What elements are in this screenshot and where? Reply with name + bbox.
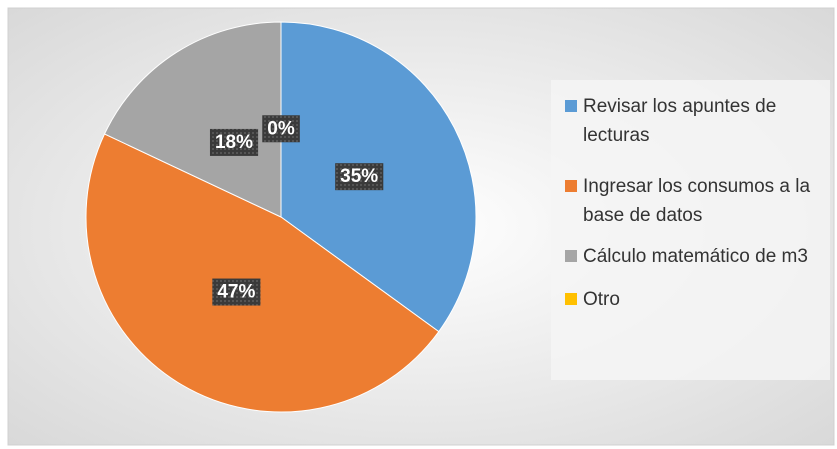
data-label-group: 35%	[335, 163, 384, 191]
data-label-box	[212, 278, 261, 306]
data-label-group: 18%	[209, 128, 259, 156]
legend-label: Otro	[583, 289, 620, 310]
data-label-box	[335, 163, 384, 191]
data-label: 0%	[267, 118, 295, 139]
data-label-box	[262, 115, 300, 143]
data-label-box	[209, 128, 259, 156]
pie-slice	[103, 21, 282, 218]
legend-swatch	[565, 293, 577, 305]
legend-entry: Ingresar los consumos a la base de datos	[565, 172, 820, 230]
data-label-group: 0%	[262, 115, 300, 143]
data-label-group: 47%	[212, 278, 261, 306]
data-label: 18%	[215, 132, 253, 153]
data-label: 47%	[217, 282, 255, 303]
legend-entry: Otro	[565, 285, 820, 314]
legend-entry: Revisar los apuntes de lecturas	[565, 92, 820, 150]
legend-swatch	[565, 100, 577, 112]
legend-label: Ingresar los consumos a la base de datos	[583, 176, 811, 226]
legend-swatch	[565, 180, 577, 192]
legend-label: Revisar los apuntes de lecturas	[583, 96, 777, 146]
legend-swatch	[565, 250, 577, 262]
data-label: 35%	[340, 166, 378, 187]
legend: Revisar los apuntes de lecturas Ingresar …	[551, 80, 830, 380]
pie-slice	[85, 133, 440, 413]
legend-entry: Cálculo matemático de m3	[565, 242, 820, 271]
legend-label: Cálculo matemático de m3	[583, 246, 808, 267]
